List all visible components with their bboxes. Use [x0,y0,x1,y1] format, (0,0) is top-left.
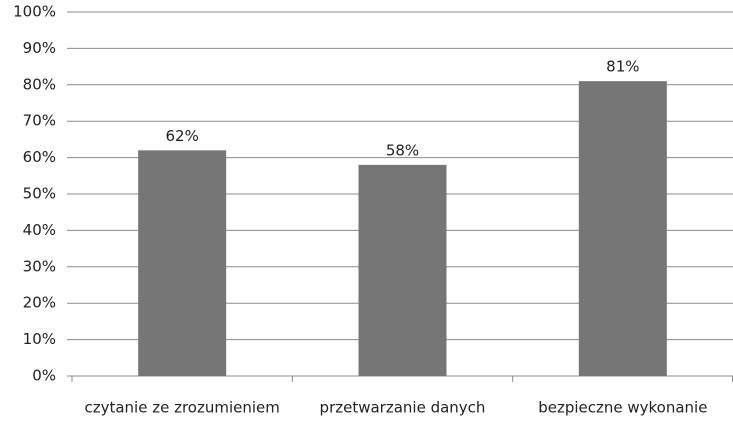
y-tick-label: 60% [23,148,56,166]
x-tick-label: bezpieczne wykonanie [538,399,707,417]
y-tick-label: 100% [13,3,56,21]
y-tick-label: 10% [23,330,56,348]
y-tick-label: 80% [23,75,56,93]
y-tick-label: 40% [23,221,56,239]
value-label: 62% [165,127,198,145]
y-tick-label: 50% [23,185,56,203]
x-tick-label: czytanie ze zrozumieniem [84,399,279,417]
bar [358,164,447,376]
bar [578,81,667,376]
y-tick-label: 90% [23,39,56,57]
value-label: 58% [386,141,419,159]
y-tick-label: 30% [23,257,56,275]
y-tick-label: 20% [23,294,56,312]
bar [138,150,227,376]
y-tick-label: 0% [32,367,56,385]
x-tick-label: przetwarzanie danych [320,399,486,417]
value-label: 81% [606,58,639,76]
y-tick-label: 70% [23,112,56,130]
